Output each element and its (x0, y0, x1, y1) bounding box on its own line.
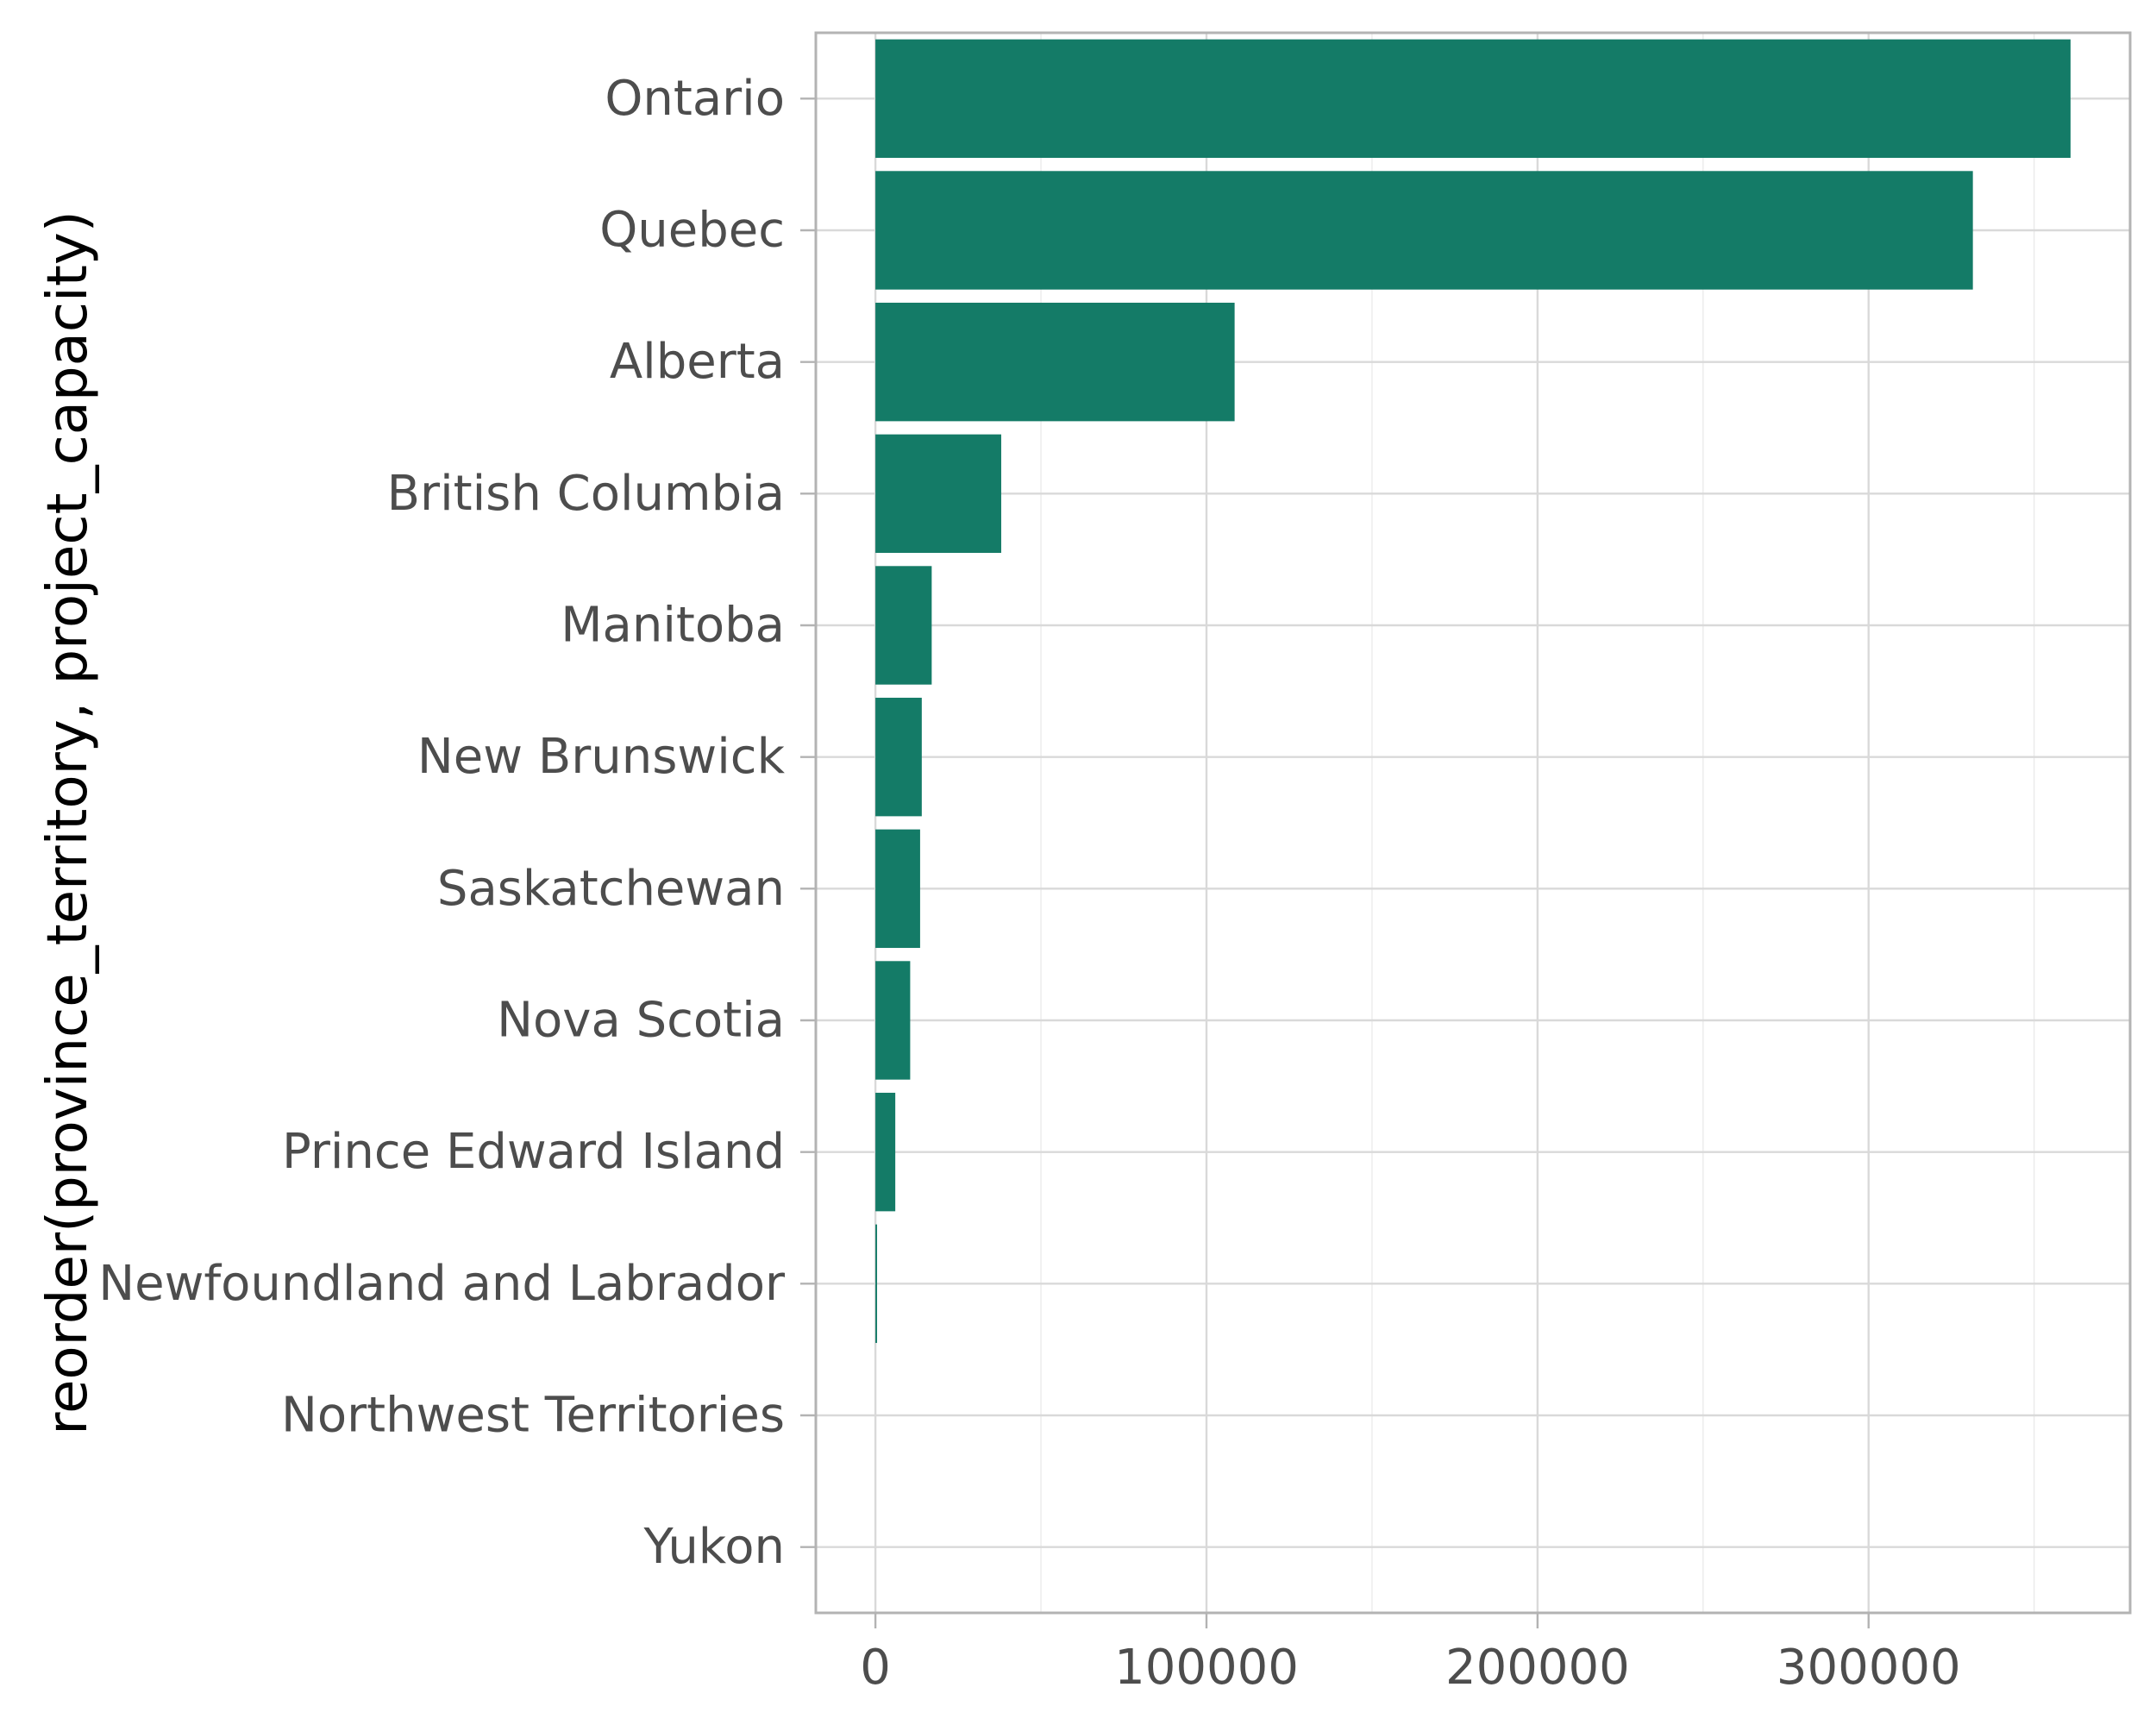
y-tick-label: British Columbia (387, 466, 785, 522)
y-tick-label: New Brunswick (417, 729, 786, 785)
y-tick-label: Manitoba (561, 598, 785, 654)
bar (875, 829, 920, 949)
y-tick-label: Newfoundland and Labrador (98, 1256, 786, 1312)
y-tick-label: Quebec (599, 203, 785, 259)
x-tick-label: 100000 (1114, 1640, 1299, 1696)
bar (875, 1092, 896, 1212)
x-tick-label: 0 (860, 1640, 891, 1696)
y-axis-title: reorder(province_territory, project_capa… (36, 210, 100, 1435)
bar (875, 1224, 878, 1344)
y-tick-label: Nova Scotia (497, 993, 785, 1049)
x-axis: 0 100000 200000 300000 (860, 1613, 1961, 1696)
bar (875, 566, 932, 685)
y-tick-label: Prince Edward Island (282, 1124, 785, 1180)
y-tick-label: Alberta (610, 334, 785, 390)
bar (875, 697, 922, 817)
y-tick-label: Northwest Territories (281, 1388, 785, 1444)
y-axis: Ontario Quebec Alberta British Columbia Mani… (98, 71, 816, 1575)
x-tick-label: 300000 (1777, 1640, 1961, 1696)
y-tick-label: Saskatchewan (437, 861, 785, 917)
y-tick-label: Yukon (643, 1519, 785, 1575)
panel-border (814, 31, 2132, 1615)
bar (875, 434, 1001, 554)
x-tick-label: 200000 (1445, 1640, 1630, 1696)
bar (875, 171, 1973, 290)
bar (875, 39, 2071, 159)
bars (875, 39, 2071, 1344)
bar (875, 961, 911, 1080)
bar (875, 302, 1235, 422)
y-tick-label: Ontario (605, 71, 785, 127)
